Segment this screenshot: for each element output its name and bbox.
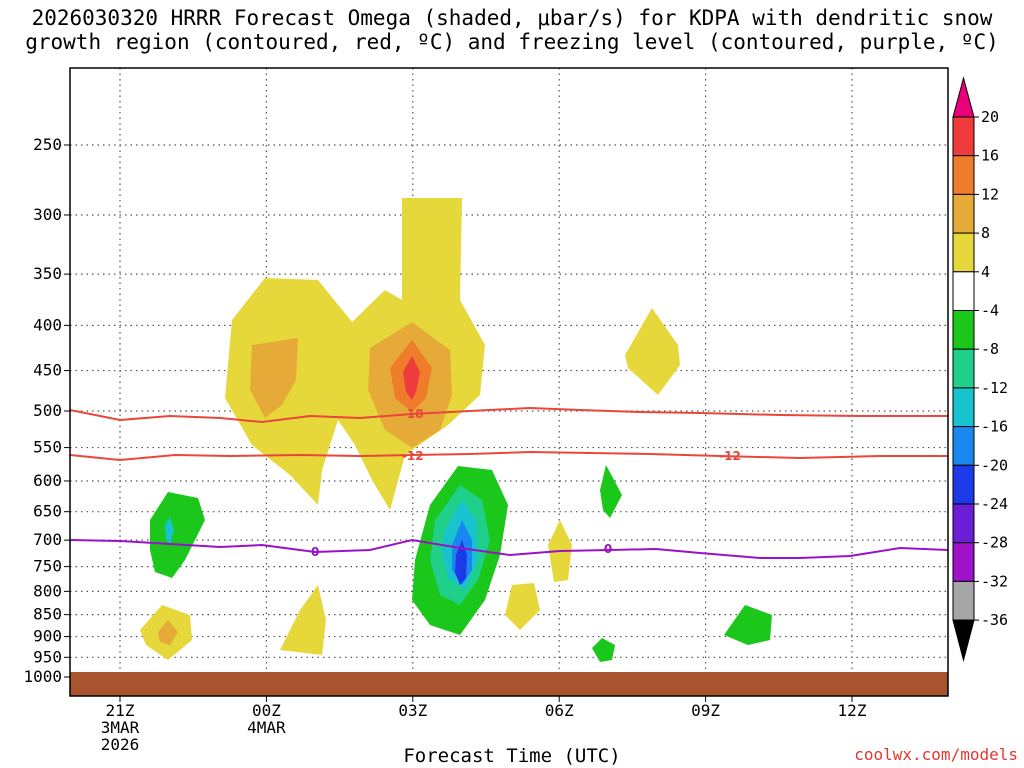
- omega-region-green-left: [150, 492, 205, 578]
- chart-title-line1: 2026030320 HRRR Forecast Omega (shaded, …: [31, 6, 993, 30]
- colorbar-band: [952, 193, 975, 234]
- colorbar-band: [952, 503, 975, 544]
- y-tick-label: 350: [33, 264, 62, 283]
- y-tick-label: 650: [33, 502, 62, 521]
- colorbar-label: -16: [981, 418, 1008, 436]
- colorbar-band: [952, 232, 975, 273]
- omega-region-yellow-lower-a: [280, 585, 326, 655]
- colorbar-band: [952, 542, 975, 582]
- colorbar-label: 16: [981, 147, 999, 165]
- contour-label-dendritic: -12: [719, 449, 741, 463]
- omega-region-green-small-a: [600, 465, 622, 518]
- colorbar-bottom-arrow: [952, 619, 975, 663]
- y-tick-label: 750: [33, 557, 62, 576]
- plot-frame: [69, 67, 949, 697]
- y-axis: 250 300 350 400 450 500 550 600 650 700 750 800 850 9…: [23, 135, 70, 686]
- x-axis-label: Forecast Time (UTC): [403, 745, 621, 767]
- x-tick-label: 03Z: [398, 701, 427, 720]
- x-tick-label: 06Z: [545, 701, 574, 720]
- y-tick-label: 600: [33, 471, 62, 490]
- y-tick-label: 250: [33, 135, 62, 154]
- omega-region-green-small-b: [592, 638, 615, 662]
- contour-dendritic-minus12: [70, 450, 948, 462]
- x-tick-label: 21Z: [106, 701, 135, 720]
- plot-area: -18 -12 -12 0 0: [70, 68, 948, 696]
- colorbar-label: -24: [981, 495, 1008, 513]
- contour-labels: -18 -12 -12 0 0: [311, 407, 741, 559]
- contour-label-freezing: 0: [604, 542, 612, 556]
- chart-title-line2: growth region (contoured, red, ºC) and f…: [25, 30, 999, 54]
- colorbar-label: 12: [981, 185, 999, 203]
- y-tick-label: 300: [33, 205, 62, 224]
- colorbar-band: [952, 387, 975, 428]
- x-tick-label: 09Z: [691, 701, 720, 720]
- x-tick-label: 2026: [101, 735, 140, 754]
- y-tick-label: 500: [33, 401, 62, 420]
- contour-label-dendritic: -18: [402, 407, 424, 421]
- colorbar-label: 8: [981, 224, 990, 242]
- colorbar-label: -32: [981, 572, 1008, 590]
- colorbar-label: 4: [981, 263, 990, 281]
- omega-region-cyan-left: [165, 517, 174, 545]
- colorbar-band: [952, 580, 975, 621]
- contour-label-freezing: 0: [311, 545, 319, 559]
- colorbar: 20 16 12 8 4 -4 -8 -12 -16 -20 -24 -28 -32 -36: [952, 76, 1008, 663]
- colorbar-label: -28: [981, 534, 1008, 552]
- omega-region-red-max: [403, 356, 420, 400]
- contour-freezing-level: [70, 538, 948, 559]
- colorbar-label: -20: [981, 456, 1008, 474]
- colorbar-label: -4: [981, 302, 999, 320]
- y-tick-label: 400: [33, 315, 62, 334]
- y-tick-label: 800: [33, 581, 62, 600]
- contour-dendritic-minus18: [70, 406, 948, 424]
- omega-region-orange-lower-b: [158, 620, 178, 645]
- colorbar-label: -12: [981, 379, 1008, 397]
- x-tick-label: 00Z: [252, 701, 281, 720]
- colorbar-band: [952, 464, 975, 505]
- chart-title: 2026030320 HRRR Forecast Omega (shaded, …: [0, 6, 1024, 54]
- omega-region-orange-left: [250, 338, 298, 418]
- colorbar-label: 20: [981, 108, 999, 126]
- y-tick-label: 850: [33, 605, 62, 624]
- colorbar-top-arrow: [952, 76, 975, 118]
- x-tick-label: 3MAR: [101, 718, 140, 737]
- colorbar-band: [952, 426, 975, 466]
- below-ground-surface: [70, 672, 948, 696]
- colorbar-label: -8: [981, 340, 999, 358]
- x-tick-label: 4MAR: [247, 718, 286, 737]
- contour-label-dendritic: -12: [402, 449, 424, 463]
- omega-region-green-small-c: [724, 605, 772, 645]
- credit-link[interactable]: coolwx.com/models: [854, 745, 1018, 764]
- y-tick-label: 900: [33, 627, 62, 646]
- y-tick-label: 700: [33, 530, 62, 549]
- colorbar-label: -36: [981, 611, 1008, 629]
- x-tick-label: 12Z: [838, 701, 867, 720]
- colorbar-band: [952, 155, 975, 195]
- y-tick-label: 550: [33, 438, 62, 457]
- y-tick-label: 1000: [23, 667, 62, 686]
- omega-region-yellow-lower-d: [505, 583, 540, 630]
- omega-region-darkblue-main: [455, 540, 467, 585]
- omega-region-yellow-upper-right: [625, 308, 680, 395]
- y-tick-label: 950: [33, 647, 62, 666]
- y-tick-label: 450: [33, 361, 62, 380]
- colorbar-band: [952, 310, 975, 350]
- colorbar-band: [952, 348, 975, 389]
- colorbar-band: [952, 116, 975, 157]
- colorbar-band: [952, 271, 975, 311]
